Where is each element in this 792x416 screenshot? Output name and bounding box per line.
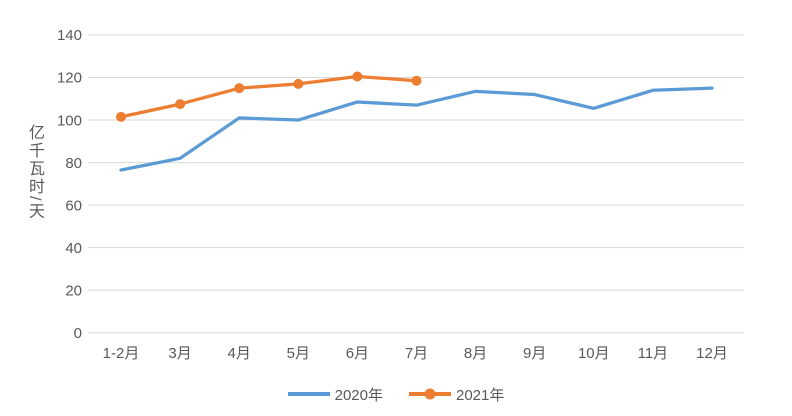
y-tick-label-60: 60 bbox=[65, 197, 82, 214]
legend-swatch-2020年 bbox=[287, 392, 330, 396]
series-marker-2021年-0 bbox=[116, 111, 126, 122]
y-tick-label-80: 80 bbox=[65, 155, 82, 172]
x-tick-label-11月: 11月 bbox=[638, 345, 669, 362]
legend-marker-icon bbox=[424, 388, 436, 400]
x-tick-label-1-2月: 1-2月 bbox=[103, 345, 140, 362]
y-tick-label-0: 0 bbox=[74, 325, 82, 342]
legend: 2020年 2021年 bbox=[0, 372, 792, 416]
x-tick-label-10月: 10月 bbox=[578, 345, 610, 362]
series-marker-2021年-4 bbox=[352, 71, 363, 82]
x-tick-label-3月: 3月 bbox=[168, 345, 191, 362]
x-tick-label-9月: 9月 bbox=[523, 345, 546, 362]
x-tick-label-6月: 6月 bbox=[346, 345, 369, 362]
series-line-2020年 bbox=[119, 86, 714, 172]
legend-item-2020年: 2020年 bbox=[287, 384, 383, 405]
plot-area: 0 20 40 60 80 100 120 140 1-2月 3月 4月 5月 6月 7月 8月 9月 10月 1… bbox=[57, 27, 744, 362]
y-tick-label-120: 120 bbox=[57, 70, 82, 87]
series-line-2021年 bbox=[119, 74, 419, 119]
x-tick-label-4月: 4月 bbox=[228, 345, 251, 362]
legend-item-2021年: 2021年 bbox=[409, 384, 504, 405]
x-tick-label-8月: 8月 bbox=[464, 345, 487, 362]
series-marker-2021年-2 bbox=[234, 83, 245, 94]
y-axis-title: 亿千瓦时/天 bbox=[26, 124, 43, 221]
series-marker-2021年-1 bbox=[175, 99, 186, 110]
y-tick-label-40: 40 bbox=[65, 240, 82, 257]
legend-label: 2021年 bbox=[456, 386, 505, 404]
legend-swatch-2021年 bbox=[409, 388, 451, 400]
y-tick-label-100: 100 bbox=[57, 112, 82, 129]
series-marker-2021年-5 bbox=[411, 75, 422, 86]
x-tick-label-12月: 12月 bbox=[696, 345, 728, 362]
y-tick-label-140: 140 bbox=[57, 27, 82, 44]
x-tick-label-7月: 7月 bbox=[405, 345, 428, 362]
y-tick-label-20: 20 bbox=[65, 282, 82, 299]
x-tick-label-5月: 5月 bbox=[287, 345, 310, 362]
series-marker-2021年-3 bbox=[293, 78, 304, 89]
legend-label: 2020年 bbox=[334, 386, 383, 404]
